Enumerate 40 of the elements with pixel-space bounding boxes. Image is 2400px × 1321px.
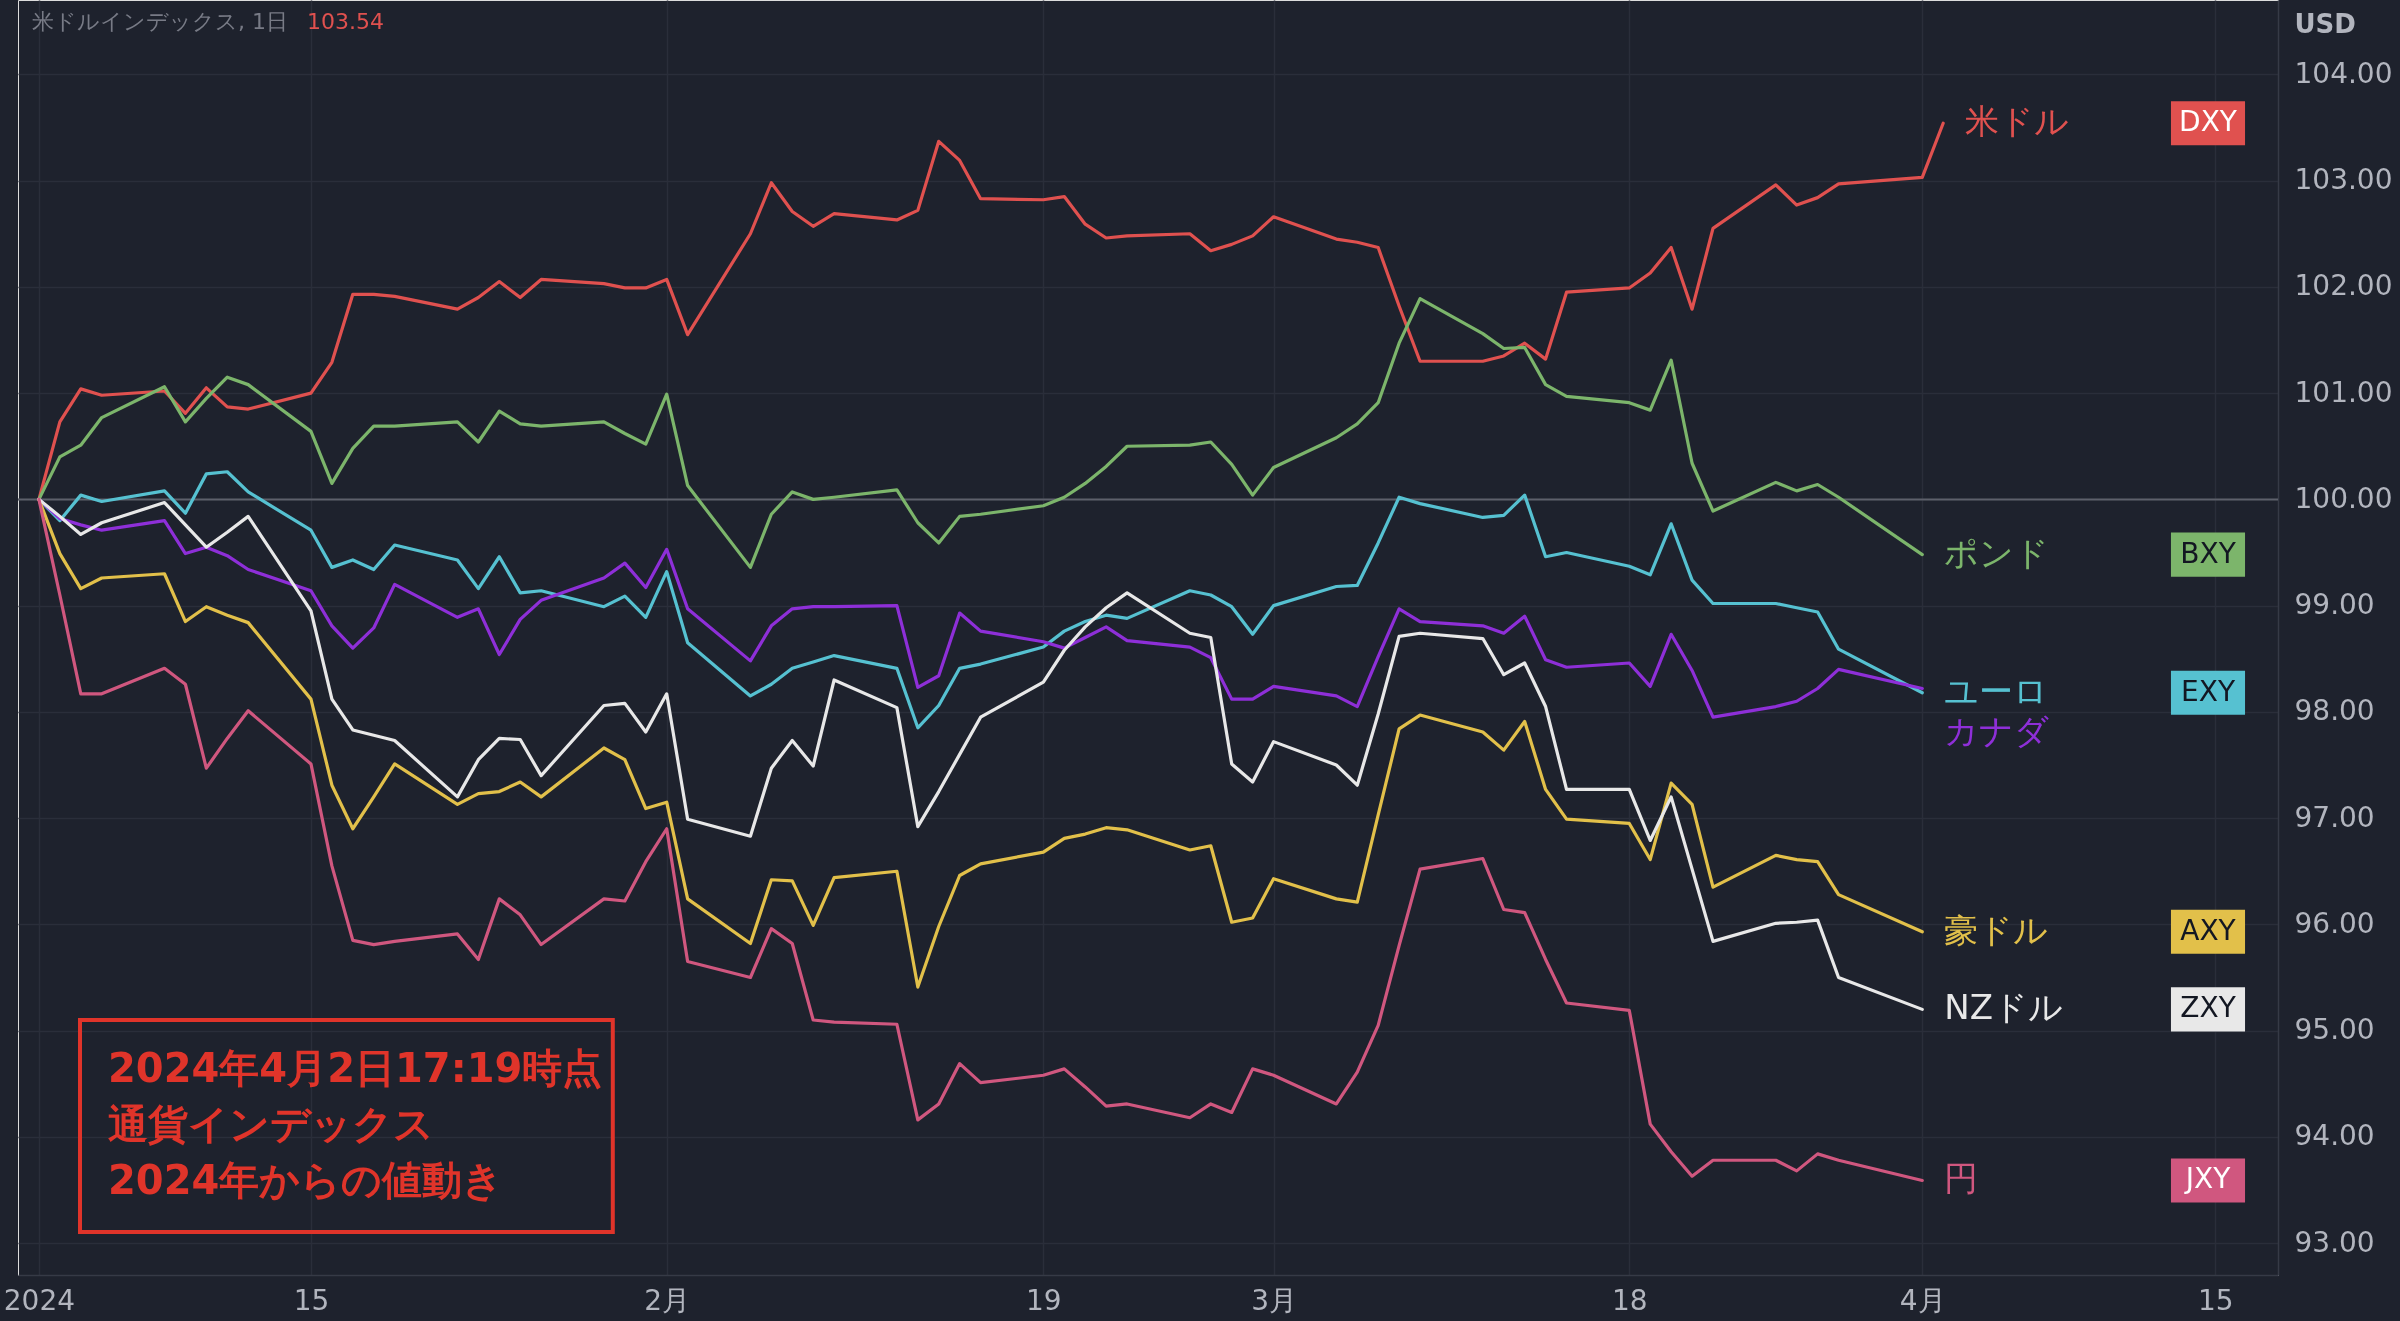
y-tick-label: 102.00 xyxy=(2294,269,2393,303)
y-tick-label: 95.00 xyxy=(2294,1013,2375,1047)
y-tick-label: 104.00 xyxy=(2294,56,2393,90)
series-label: カナダ xyxy=(1944,710,2050,751)
annotation: AXY xyxy=(2180,913,2237,947)
annotation: BXY xyxy=(2180,536,2237,570)
annotation: EXY xyxy=(2181,674,2236,708)
x-tick-label: 2月 xyxy=(644,1283,691,1317)
series-label: 豪ドル xyxy=(1944,909,2049,950)
annotation: 通貨インデックス xyxy=(108,1101,434,1147)
y-tick-label: 93.00 xyxy=(2294,1225,2375,1259)
y-tick-label: 97.00 xyxy=(2294,800,2375,834)
y-tick-label: 103.00 xyxy=(2294,163,2393,197)
x-tick-label: 19 xyxy=(1026,1283,1062,1317)
y-tick-label: 94.00 xyxy=(2294,1119,2375,1153)
chart-subtitle: 103.54 xyxy=(306,9,384,34)
annotation: ZXY xyxy=(2180,991,2237,1025)
series-label: 米ドル xyxy=(1965,101,2070,142)
x-tick-label: 3月 xyxy=(1251,1283,1297,1317)
x-tick-label: 2024 xyxy=(3,1283,76,1317)
series-label: ユーロ xyxy=(1944,670,2049,711)
series-label: NZドル xyxy=(1944,987,2063,1028)
y-tick-label: 98.00 xyxy=(2294,694,2375,728)
y-axis-title: USD xyxy=(2294,8,2356,39)
annotation: DXY xyxy=(2179,105,2238,139)
annotation: 2024年4月2日17:19時点 xyxy=(108,1045,603,1091)
y-tick-label: 96.00 xyxy=(2294,906,2375,940)
x-tick-label: 18 xyxy=(1611,1283,1648,1317)
series-label: 円 xyxy=(1944,1158,1979,1199)
line-series xyxy=(37,296,1924,569)
chart-title: 米ドルインデックス, 1日 xyxy=(32,9,288,34)
annotation: JXY xyxy=(2183,1162,2232,1196)
annotation: 2024年からの値動き xyxy=(108,1157,504,1203)
x-tick-label: 15 xyxy=(293,1283,330,1317)
x-tick-label: 15 xyxy=(2197,1283,2234,1317)
y-tick-label: 100.00 xyxy=(2294,481,2393,515)
y-tick-label: 99.00 xyxy=(2294,588,2375,622)
series-label: ポンド xyxy=(1944,532,2050,573)
x-tick-label: 4月 xyxy=(1899,1283,1946,1317)
y-tick-label: 101.00 xyxy=(2294,375,2393,409)
